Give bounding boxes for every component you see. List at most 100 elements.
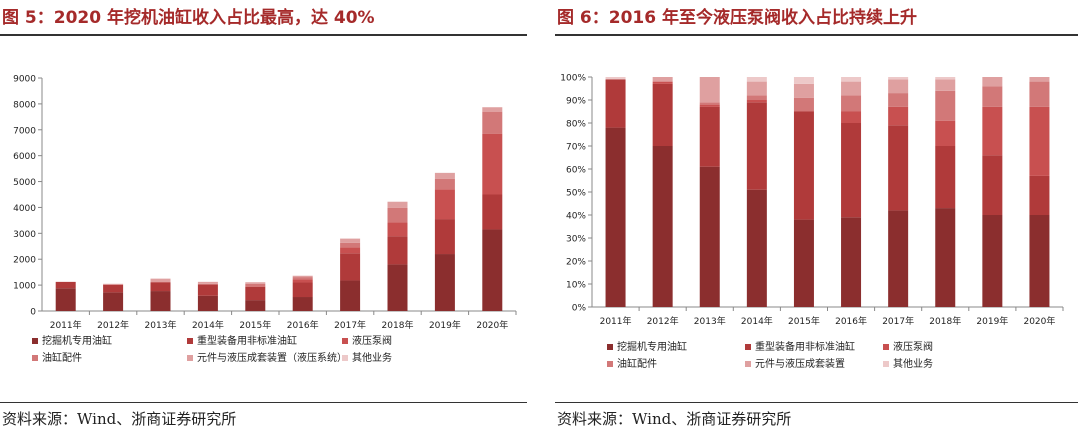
- bar-segment: [841, 77, 862, 82]
- bar-segment: [434, 219, 455, 255]
- y-tick-label: 10%: [566, 281, 586, 291]
- y-tick-label: 1000: [13, 282, 36, 292]
- bar-segment: [387, 207, 408, 223]
- y-tick-label: 80%: [566, 120, 586, 130]
- x-tick-label: 2015年: [788, 315, 820, 327]
- legend-swatch: [187, 355, 193, 361]
- y-tick-label: 20%: [566, 258, 586, 268]
- y-tick-label: 90%: [566, 97, 586, 107]
- bar-segment: [150, 282, 171, 292]
- bar-segment: [793, 97, 814, 112]
- bar-segment: [340, 280, 361, 311]
- legend-label: 其他业务: [893, 357, 933, 370]
- source-rule: [0, 402, 527, 403]
- bar-segment: [292, 282, 313, 298]
- bar-segment: [292, 297, 313, 311]
- x-tick-label: 2011年: [600, 315, 632, 327]
- bar-segment: [793, 219, 814, 307]
- bar-segment: [197, 282, 218, 284]
- stacked-bar-chart-absolute: 0 1000 2000 3000 4000 5000 6000 7000 8000 9000 201…: [13, 75, 517, 364]
- bar-segment: [1029, 77, 1050, 82]
- bar-segment: [935, 120, 956, 146]
- legend-label: 元件与液压成套装置: [755, 357, 845, 370]
- bar-segment: [1029, 175, 1050, 215]
- x-tick-label: 2014年: [192, 319, 224, 331]
- x-tick-label: 2019年: [976, 315, 1008, 327]
- y-tick-label: 7000: [13, 126, 36, 136]
- bar-segment: [150, 291, 171, 311]
- legend-label: 液压泵阀: [893, 340, 933, 353]
- bar-segment: [1029, 215, 1050, 307]
- chart-title: 图 5：2020 年挖机油缸收入占比最高，达 40%: [2, 8, 375, 28]
- bar-segment: [982, 215, 1003, 307]
- bar-segment: [888, 79, 909, 94]
- bar-segment: [605, 77, 626, 80]
- bar-segment: [935, 90, 956, 121]
- bar-segment: [888, 125, 909, 211]
- legend-swatch: [187, 338, 193, 344]
- y-tick-label: 50%: [566, 189, 586, 199]
- bar-segment: [699, 77, 720, 103]
- bar-segment: [841, 123, 862, 218]
- bar-segment: [482, 229, 503, 311]
- y-tick-label: 8000: [13, 100, 36, 110]
- bar-segment: [605, 79, 626, 128]
- bar-segment: [746, 95, 767, 100]
- bar-segment: [103, 283, 124, 285]
- x-tick-label: 2017年: [334, 319, 366, 331]
- x-tick-label: 2015年: [239, 319, 271, 331]
- bar-segment: [103, 284, 124, 293]
- x-tick-label: 2013年: [145, 319, 177, 331]
- bar-segment: [387, 264, 408, 311]
- bar-segment: [888, 93, 909, 107]
- y-tick-label: 2000: [13, 256, 36, 266]
- x-tick-label: 2017年: [882, 315, 914, 327]
- y-tick-label: 70%: [566, 143, 586, 153]
- bar-segment: [841, 81, 862, 96]
- y-tick-label: 0: [30, 308, 36, 318]
- bar-segment: [982, 77, 1003, 87]
- title-rule: [555, 34, 1078, 36]
- bar-segment: [387, 236, 408, 265]
- bar-segment: [699, 166, 720, 307]
- legend-label: 油缸配件: [617, 357, 657, 370]
- bar-segment: [292, 279, 313, 283]
- legend-swatch: [342, 338, 348, 344]
- bar-segment: [746, 189, 767, 307]
- bar-segment: [1029, 106, 1050, 176]
- x-tick-label: 2020年: [476, 319, 508, 331]
- x-tick-label: 2020年: [1023, 315, 1055, 327]
- bar-segment: [888, 77, 909, 80]
- bar-segment: [197, 284, 218, 296]
- title-rule: [0, 34, 527, 36]
- bar-segment: [434, 189, 455, 220]
- x-tick-label: 2019年: [429, 319, 461, 331]
- legend-swatch: [745, 361, 751, 367]
- legend-label: 重型装备用非标准油缸: [755, 340, 855, 353]
- bar-segment: [197, 295, 218, 311]
- legend-swatch: [607, 344, 613, 350]
- bar-segment: [340, 238, 361, 243]
- bar-segment: [482, 133, 503, 195]
- source-note: 资料来源：Wind、浙商证券研究所: [557, 410, 792, 428]
- legend-swatch: [745, 344, 751, 350]
- bar-segment: [340, 247, 361, 254]
- bar-segment: [245, 283, 266, 287]
- bar-segment: [1029, 81, 1050, 107]
- bar-segment: [888, 210, 909, 307]
- legend-label: 挖掘机专用油缸: [617, 340, 687, 353]
- bar-segment: [197, 283, 218, 285]
- y-tick-label: 6000: [13, 152, 36, 162]
- bar-segment: [340, 242, 361, 248]
- legend-swatch: [32, 338, 38, 344]
- legend-label: 元件与液压成套装置（液压系统）: [197, 351, 347, 364]
- bar-segment: [245, 282, 266, 284]
- bar-segment: [841, 111, 862, 123]
- stacked-bar-chart-percent: 0% 10% 20% 30% 40% 50% 60% 70% 80% 90% 100% 2011年 20…: [560, 74, 1064, 370]
- bar-segment: [793, 77, 814, 84]
- legend-swatch: [883, 361, 889, 367]
- x-tick-label: 2016年: [835, 315, 867, 327]
- bar-segment: [103, 292, 124, 311]
- y-tick-label: 9000: [13, 75, 36, 85]
- bar-segment: [746, 77, 767, 82]
